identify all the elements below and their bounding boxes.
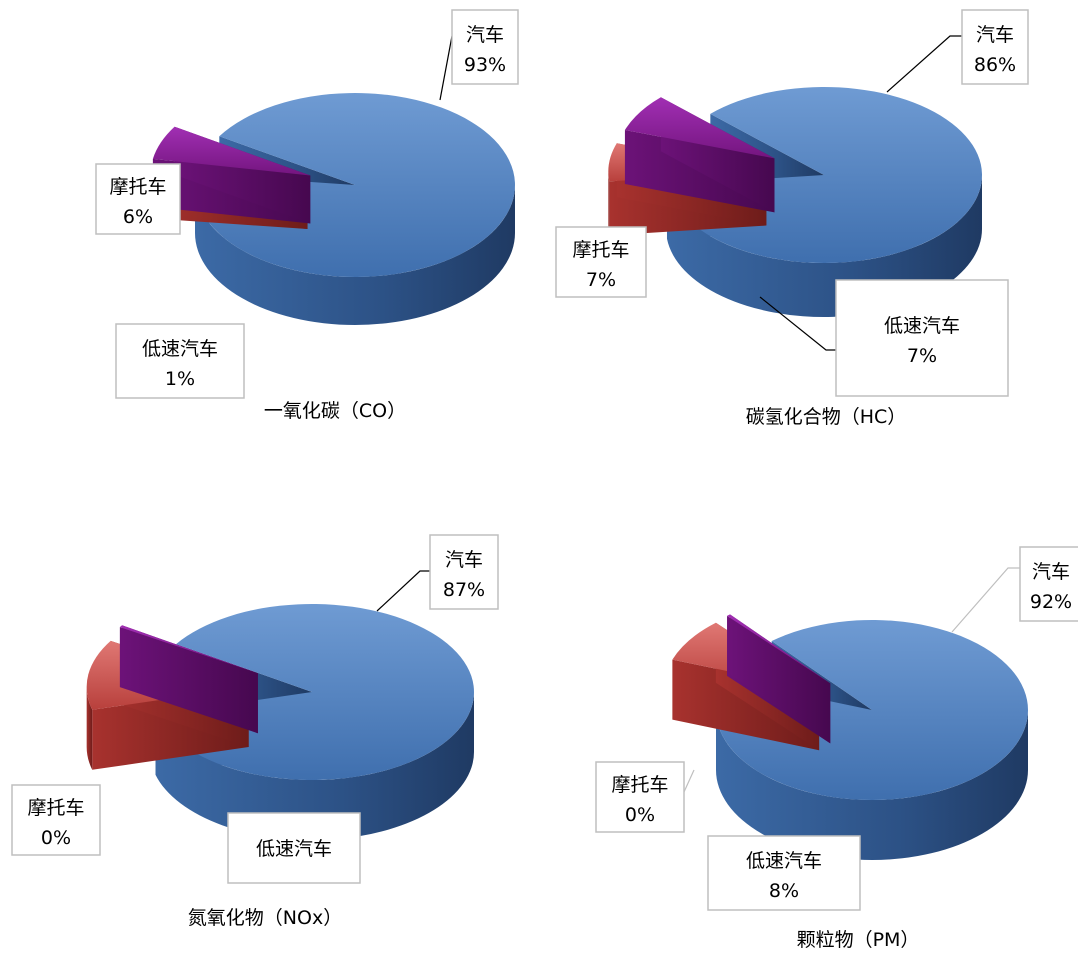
slice-value: 92% — [1030, 591, 1072, 613]
label-box — [555, 226, 647, 298]
data-label: 摩托车 6% — [95, 163, 181, 235]
slice-rim — [716, 710, 1028, 860]
label-box — [429, 534, 499, 610]
slice-label: 汽车 — [976, 24, 1014, 46]
label-box — [835, 279, 1009, 397]
label-box — [115, 323, 245, 399]
slice-label: 汽车 — [445, 549, 483, 571]
slice-label: 摩托车 — [27, 797, 84, 819]
leader-line — [951, 567, 1020, 633]
label-box — [451, 9, 519, 85]
label-box — [11, 784, 101, 856]
slice-top — [195, 92, 515, 277]
slice-top — [715, 620, 1028, 801]
data-label: 汽车 93% — [439, 9, 519, 101]
slice-label: 摩托车 — [611, 774, 668, 796]
slice-value: 6% — [123, 206, 153, 228]
slice-rim — [155, 692, 474, 840]
chart-title: 氮氧化物（NOx） — [188, 907, 342, 929]
slice-rim — [195, 185, 515, 325]
leader-line — [376, 570, 430, 612]
slice-label: 汽车 — [1032, 561, 1070, 583]
pie-chart-3: 汽车 87% 低速汽车 摩托车 0% 氮氧化物（NOx） — [11, 534, 499, 929]
slice-label: 低速汽车 — [142, 338, 218, 360]
slice-value: 93% — [464, 54, 506, 76]
slice-label: 低速汽车 — [256, 838, 332, 860]
slice-rim — [608, 171, 610, 236]
slice-wall — [729, 614, 831, 744]
data-label: 汽车 87% — [376, 534, 499, 612]
slice-value: 7% — [907, 345, 937, 367]
label-box — [227, 812, 361, 884]
pie-chart-4: 汽车 92% 低速汽车 8% 摩托车 0% 颗粒物（PM） — [595, 546, 1078, 951]
slice-value: 1% — [165, 368, 195, 390]
data-label: 低速汽车 7% — [759, 279, 1009, 397]
data-label: 低速汽车 8% — [707, 835, 861, 911]
chart-title: 颗粒物（PM） — [797, 929, 920, 951]
slice-value: 8% — [769, 880, 799, 902]
slice-label: 低速汽车 — [746, 850, 822, 872]
label-box — [1019, 546, 1078, 622]
data-label: 低速汽车 — [227, 812, 361, 884]
data-label: 摩托车 0% — [595, 761, 695, 833]
slice-top — [119, 625, 258, 674]
slice-value: 87% — [443, 579, 485, 601]
slice-摩托车 — [727, 614, 831, 744]
slice-top — [152, 126, 311, 176]
slice-label: 汽车 — [466, 24, 504, 46]
data-label: 摩托车 7% — [555, 226, 647, 298]
slice-top — [727, 614, 831, 684]
label-box — [707, 835, 861, 911]
slice-value: 0% — [41, 827, 71, 849]
leader-line — [439, 35, 453, 101]
slice-摩托车 — [152, 126, 311, 224]
slice-摩托车 — [624, 97, 775, 213]
slice-摩托车 — [119, 625, 258, 734]
data-label: 低速汽车 1% — [115, 323, 245, 399]
slice-value: 7% — [586, 269, 616, 291]
slice-top — [624, 97, 775, 159]
slice-label: 低速汽车 — [884, 315, 960, 337]
data-label: 汽车 92% — [951, 546, 1078, 633]
chart-title: 一氧化碳（CO） — [264, 400, 406, 422]
pie-chart-1: 汽车 93% 低速汽车 1% 摩托车 6% 一氧化碳（CO） — [95, 9, 519, 422]
leader-line — [759, 296, 836, 351]
slice-value: 86% — [974, 54, 1016, 76]
slice-wall — [122, 625, 258, 734]
chart-title: 碳氢化合物（HC） — [746, 406, 907, 428]
data-label: 摩托车 0% — [11, 784, 101, 856]
pie-chart-2: 汽车 86% 低速汽车 7% 摩托车 7% 碳氢化合物（HC） — [555, 9, 1029, 428]
slice-wall — [672, 659, 820, 751]
slice-value: 0% — [625, 804, 655, 826]
slice-label: 摩托车 — [572, 239, 629, 261]
label-box — [961, 9, 1029, 85]
data-label: 汽车 86% — [886, 9, 1029, 93]
slice-label: 摩托车 — [109, 176, 166, 198]
label-box — [95, 163, 181, 235]
label-box — [595, 761, 685, 833]
leader-line — [886, 35, 962, 93]
leader-line — [683, 769, 695, 793]
slice-rim — [86, 686, 93, 770]
